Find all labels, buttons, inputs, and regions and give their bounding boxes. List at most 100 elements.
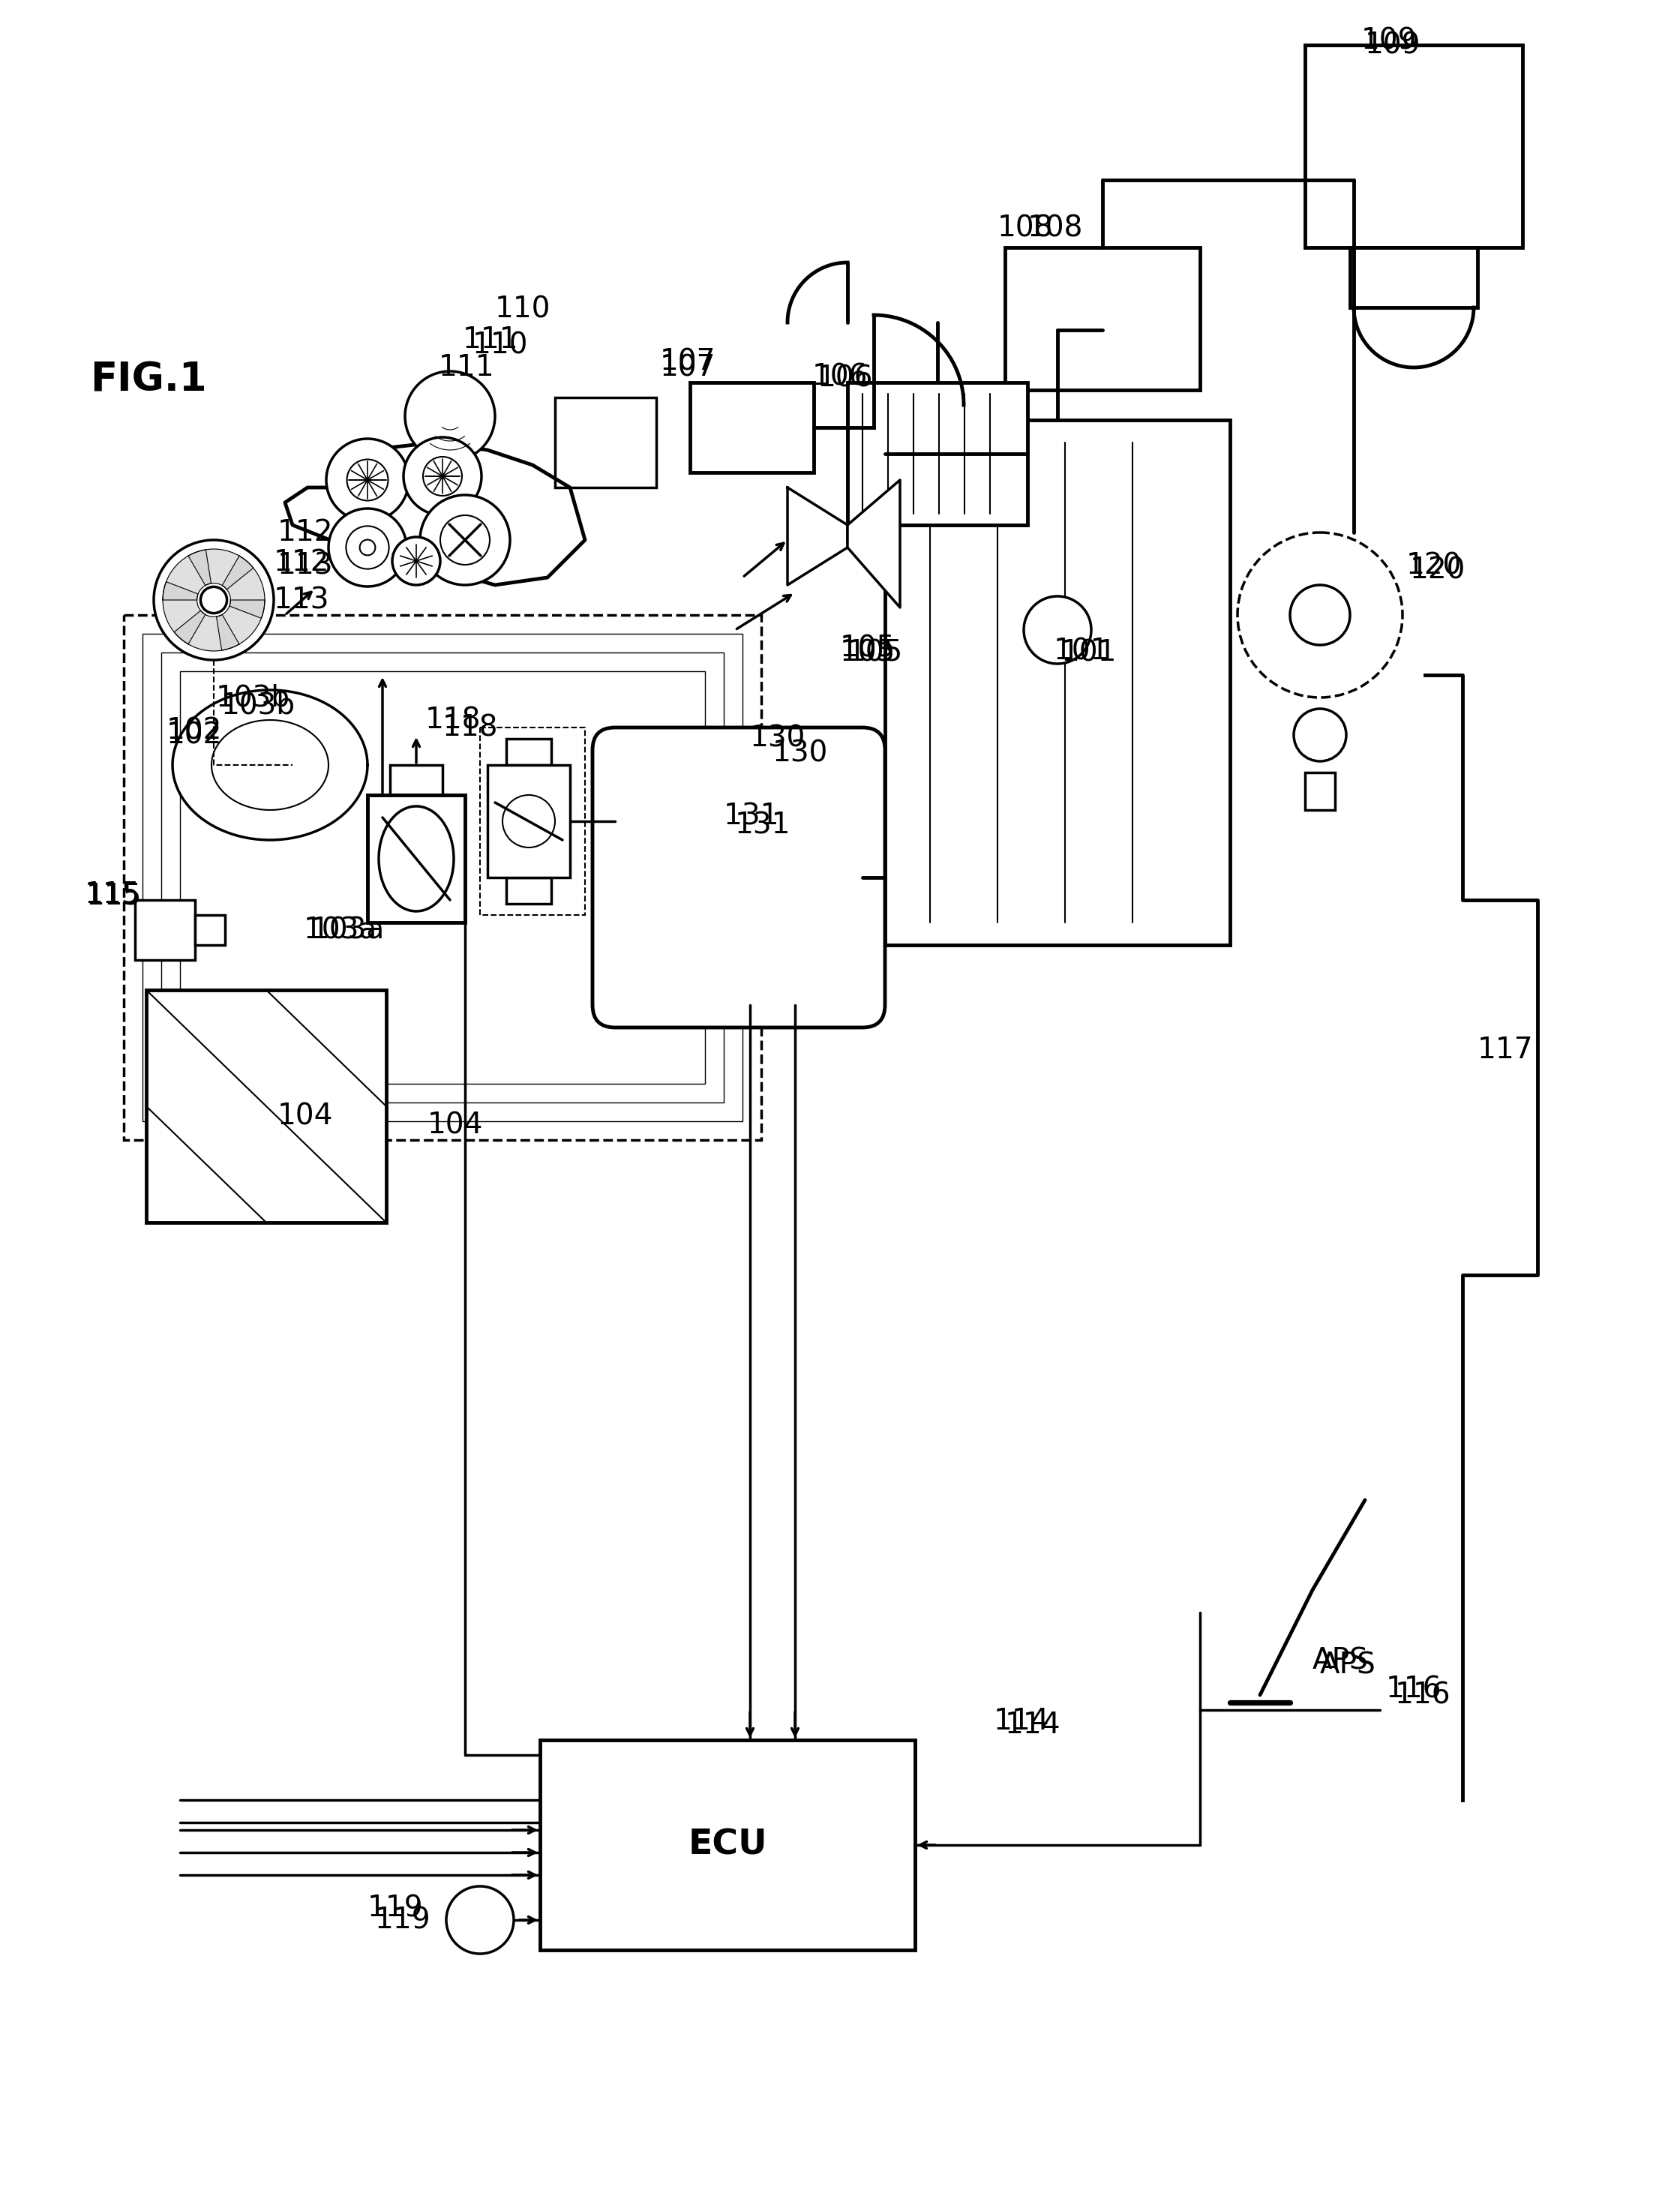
Text: 131: 131 — [724, 802, 780, 830]
Text: FIG.1: FIG.1 — [91, 359, 207, 399]
Text: 116: 116 — [1386, 1676, 1441, 1704]
Text: 102: 102 — [166, 720, 222, 749]
Text: 101: 101 — [1053, 636, 1109, 665]
Polygon shape — [222, 555, 265, 619]
Text: 120: 120 — [1410, 555, 1465, 584]
Text: 102: 102 — [166, 718, 222, 746]
Text: 107: 107 — [660, 348, 716, 377]
Text: 114: 114 — [995, 1707, 1050, 1735]
Bar — [195, 916, 225, 945]
Text: 103a: 103a — [311, 916, 385, 945]
Bar — [1305, 44, 1522, 247]
Text: 112: 112 — [277, 517, 333, 546]
Text: 106: 106 — [818, 366, 874, 392]
FancyBboxPatch shape — [593, 727, 885, 1028]
Bar — [506, 738, 551, 764]
Circle shape — [391, 537, 440, 586]
Text: 109: 109 — [1361, 26, 1418, 55]
Circle shape — [440, 515, 491, 564]
Bar — [1351, 247, 1477, 308]
Text: 130: 130 — [749, 724, 806, 753]
Bar — [487, 764, 570, 879]
Text: 117: 117 — [1477, 1035, 1534, 1064]
Polygon shape — [188, 548, 254, 590]
Circle shape — [329, 509, 407, 586]
Text: 111: 111 — [462, 326, 519, 355]
Bar — [690, 383, 813, 473]
Bar — [1305, 773, 1336, 810]
Circle shape — [420, 495, 511, 586]
Text: 112: 112 — [274, 548, 329, 577]
Circle shape — [447, 1887, 514, 1953]
Text: 103b: 103b — [217, 683, 291, 711]
Circle shape — [1023, 597, 1092, 663]
Bar — [368, 795, 465, 923]
Text: APS: APS — [1312, 1647, 1369, 1676]
Text: 108: 108 — [998, 214, 1053, 242]
Circle shape — [346, 460, 388, 500]
Text: 118: 118 — [442, 713, 499, 742]
Polygon shape — [173, 689, 368, 839]
Text: 120: 120 — [1406, 553, 1462, 581]
Bar — [539, 1740, 916, 1951]
Circle shape — [346, 526, 390, 568]
Text: 104: 104 — [277, 1101, 333, 1130]
Circle shape — [1238, 533, 1403, 698]
Text: 113: 113 — [274, 586, 329, 614]
Polygon shape — [217, 599, 265, 650]
Text: 130: 130 — [773, 740, 828, 768]
Bar — [180, 672, 706, 1083]
Text: 103b: 103b — [222, 691, 296, 720]
Bar — [885, 421, 1230, 945]
Text: APS: APS — [1320, 1652, 1376, 1680]
Text: 105: 105 — [840, 634, 895, 663]
Circle shape — [423, 456, 462, 495]
Polygon shape — [847, 480, 900, 608]
Bar — [124, 614, 761, 1141]
Bar — [134, 901, 195, 960]
Text: 119: 119 — [368, 1894, 423, 1922]
Polygon shape — [286, 443, 585, 586]
Circle shape — [1290, 586, 1351, 645]
Bar — [554, 399, 657, 487]
Bar — [390, 764, 442, 795]
Ellipse shape — [378, 806, 454, 912]
Text: 110: 110 — [472, 330, 529, 359]
Text: 109: 109 — [1364, 31, 1421, 59]
Text: 103a: 103a — [304, 916, 378, 945]
Polygon shape — [175, 610, 239, 652]
Text: 107: 107 — [660, 352, 716, 381]
Text: 108: 108 — [1028, 214, 1084, 242]
Text: 116: 116 — [1394, 1680, 1452, 1709]
Text: 131: 131 — [736, 810, 791, 839]
Text: 119: 119 — [375, 1905, 432, 1933]
Circle shape — [326, 438, 408, 522]
Text: 104: 104 — [427, 1110, 484, 1138]
Circle shape — [360, 539, 375, 555]
Text: 113: 113 — [277, 553, 333, 581]
Bar — [480, 727, 585, 916]
Text: 114: 114 — [1005, 1711, 1060, 1740]
Text: 110: 110 — [496, 295, 551, 324]
Text: 115: 115 — [86, 883, 143, 909]
Text: 106: 106 — [811, 363, 869, 392]
Text: ECU: ECU — [687, 1828, 768, 1863]
Circle shape — [155, 539, 274, 661]
Text: 118: 118 — [425, 707, 480, 733]
Circle shape — [403, 438, 482, 515]
Bar — [146, 991, 386, 1222]
Polygon shape — [163, 581, 205, 645]
Text: 111: 111 — [438, 352, 494, 381]
Text: 105: 105 — [847, 639, 904, 667]
Bar — [847, 383, 1028, 524]
Text: 105: 105 — [840, 639, 895, 667]
Polygon shape — [163, 550, 212, 599]
Circle shape — [405, 372, 496, 460]
Polygon shape — [788, 487, 847, 586]
Text: 115: 115 — [84, 881, 141, 907]
Text: 101: 101 — [1062, 639, 1117, 667]
Bar — [1005, 247, 1200, 390]
Circle shape — [502, 795, 554, 848]
Circle shape — [1294, 709, 1346, 762]
Circle shape — [200, 586, 227, 612]
